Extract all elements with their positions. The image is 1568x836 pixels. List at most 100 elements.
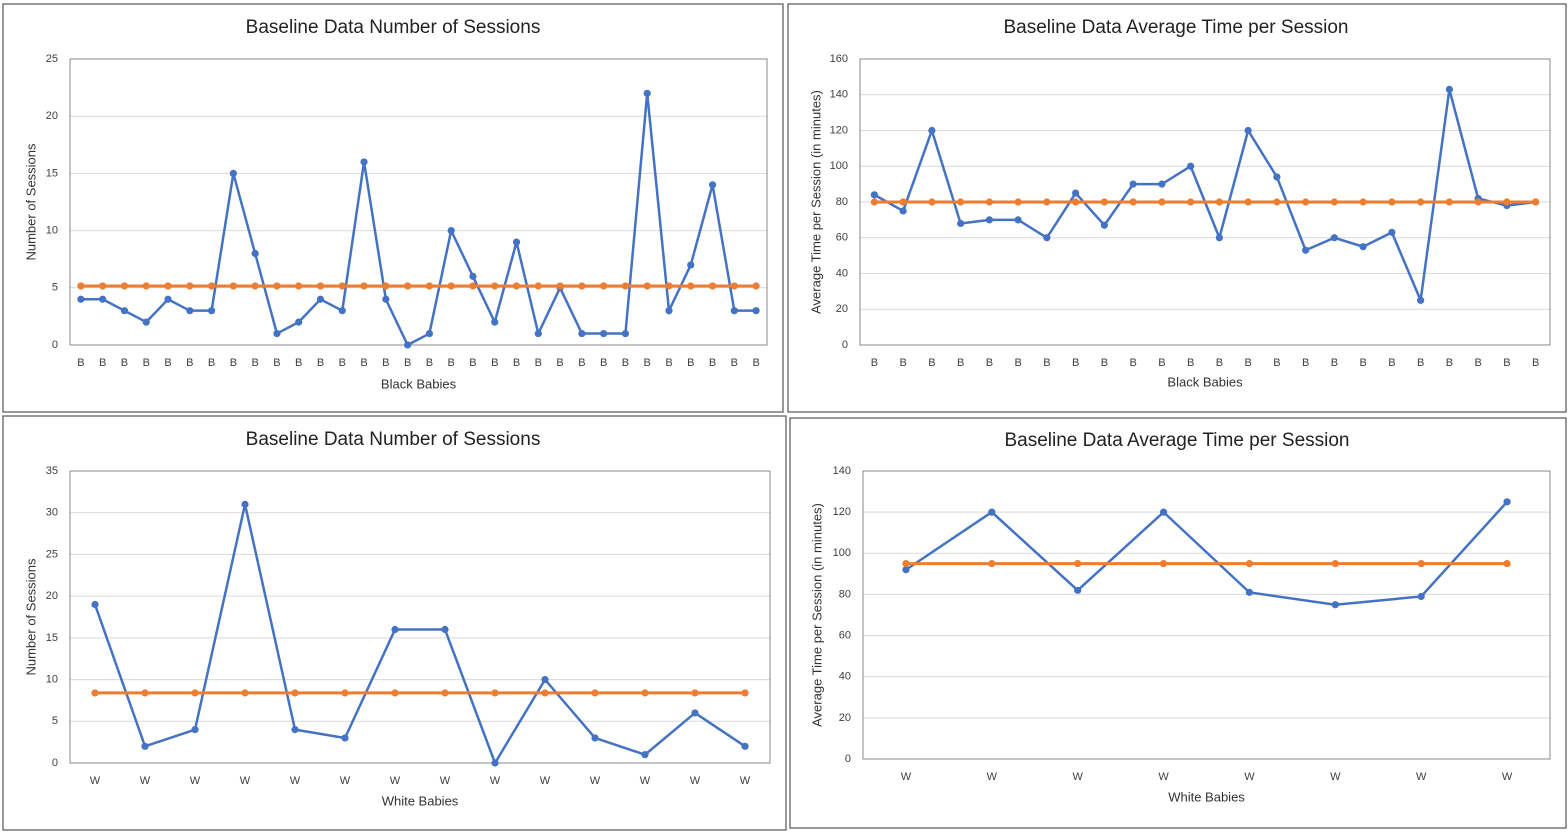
x-tick-label: W [540,775,551,787]
y-tick-label: 35 [46,465,58,477]
series-marker [1245,588,1254,596]
series-marker [491,759,499,767]
x-tick-label: B [382,357,389,369]
series-marker [120,282,129,290]
series-marker [591,689,599,697]
series-marker [1014,198,1022,206]
x-axis-label: White Babies [1168,789,1245,804]
series-marker [665,282,673,290]
x-tick-label: B [578,357,585,369]
series-marker [600,282,608,290]
series-marker [273,329,281,338]
x-tick-label: B [687,357,694,369]
series-marker [1215,234,1223,242]
series-marker [985,216,993,224]
series-marker [1043,198,1051,206]
series-marker [338,307,346,315]
series-marker [1072,198,1080,206]
series-marker [1331,601,1339,609]
x-tick-label: B [273,357,280,369]
series-marker [91,689,99,697]
x-axis-label: White Babies [382,793,459,808]
series-marker [295,318,303,326]
x-tick-label: W [390,775,401,787]
series-marker [752,307,760,315]
series-marker [1330,234,1338,242]
x-tick-label: B [1302,357,1309,369]
x-tick-label: B [513,357,520,369]
series-marker [600,329,608,338]
series-marker [341,734,349,742]
series-marker [241,500,249,508]
y-tick-label: 0 [52,339,58,351]
series-marker [447,227,455,235]
x-tick-label: B [317,357,324,369]
series-marker [1245,559,1254,568]
x-tick-label: B [448,357,455,369]
series-marker [1187,162,1195,170]
x-tick-label: B [1187,357,1194,369]
series-marker [1273,198,1281,206]
series-marker [512,238,521,246]
series-marker [447,282,455,290]
series-marker [687,282,695,290]
series-marker [191,689,199,697]
series-marker [870,191,878,199]
x-tick-label: B [1503,357,1510,369]
series-marker [1158,198,1166,206]
series-marker [491,689,499,697]
series-marker [338,282,346,290]
x-tick-label: B [1388,357,1395,369]
series-marker [752,282,760,290]
y-tick-label: 0 [842,339,848,351]
y-tick-label: 25 [46,548,58,560]
x-tick-label: W [190,775,201,787]
series-marker [77,282,85,290]
x-tick-label: B [491,357,498,369]
x-tick-label: B [1273,357,1280,369]
series-marker [730,307,738,315]
y-tick-label: 25 [46,53,58,65]
x-tick-label: B [731,357,738,369]
series-marker [251,249,259,258]
series-marker [512,282,521,290]
series-marker [164,295,172,303]
series-marker [1330,198,1338,206]
series-marker [469,282,477,290]
x-tick-label: W [1244,771,1255,783]
series-marker [741,742,749,750]
x-tick-label: W [1330,771,1341,783]
x-tick-label: B [899,357,906,369]
series-marker [870,198,878,206]
series-marker [142,318,150,326]
series-marker [360,282,368,290]
x-tick-label: B [208,357,215,369]
series-marker [1043,234,1051,242]
x-tick-label: B [1158,357,1165,369]
series-marker [99,295,107,303]
series-marker [391,689,399,697]
chart-title: Baseline Data Average Time per Session [1003,17,1348,38]
series-marker [988,508,996,516]
series-marker [1417,198,1425,206]
series-marker [186,307,194,315]
y-tick-label: 15 [46,632,58,644]
y-axis-label: Average Time per Session (in minutes) [808,90,823,314]
y-tick-label: 80 [839,588,851,600]
series-marker [621,282,630,290]
series-marker [741,689,749,697]
x-tick-label: B [1014,357,1021,369]
series-marker [902,559,910,568]
series-marker [229,282,237,290]
series-marker [1074,586,1082,594]
y-tick-label: 60 [839,629,851,641]
y-tick-label: 5 [52,282,58,294]
series-marker [1302,198,1310,206]
chart-frame [2,415,787,831]
y-tick-label: 20 [836,303,848,315]
series-marker [1417,592,1425,601]
series-marker [295,282,303,290]
plot-area [69,470,771,764]
series-marker [1417,296,1425,304]
